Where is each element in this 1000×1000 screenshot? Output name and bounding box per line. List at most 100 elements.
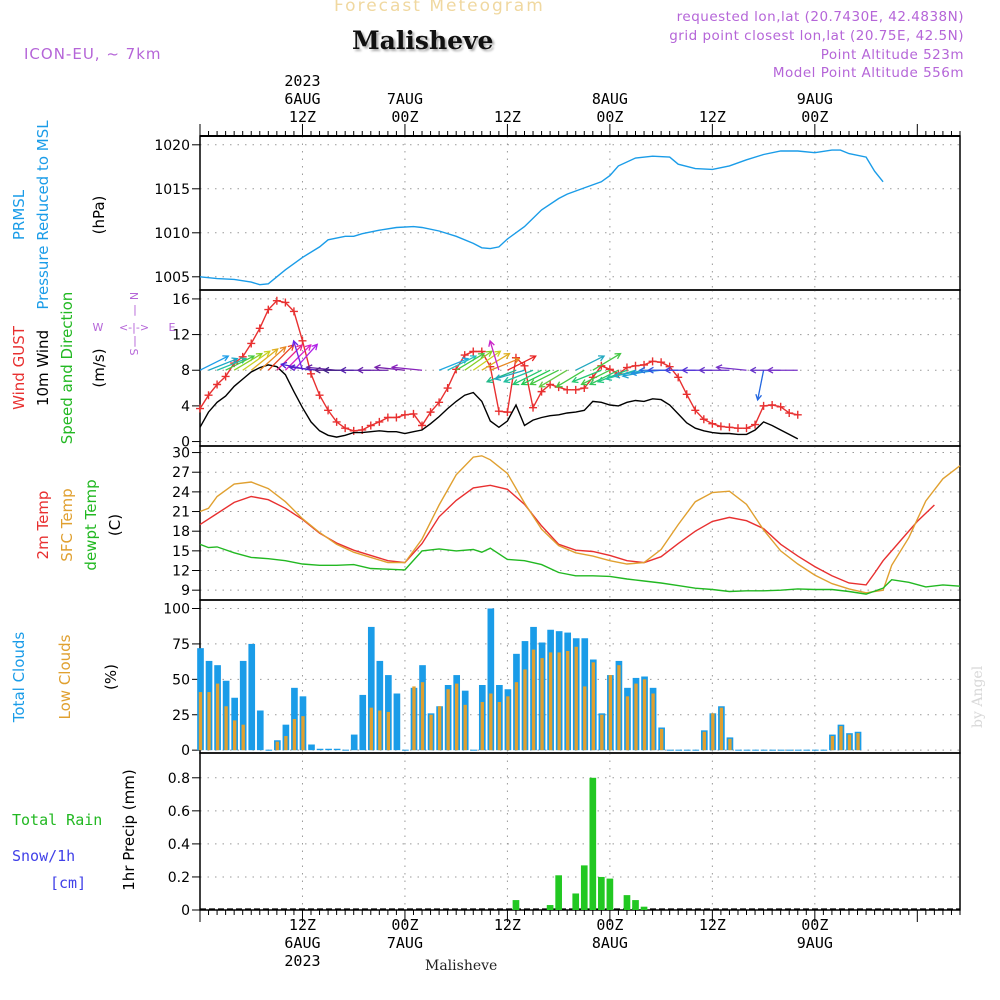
gust-marker bbox=[708, 419, 717, 428]
wind-arrow-head bbox=[571, 376, 579, 384]
wind-arrow-head bbox=[588, 379, 597, 386]
series-line bbox=[199, 455, 961, 594]
cloud-bar-low bbox=[600, 714, 604, 751]
gust-marker bbox=[324, 406, 333, 415]
model-altitude: Model Point Altitude 556m bbox=[772, 65, 964, 81]
precip-bar bbox=[606, 878, 614, 910]
time-label-top: 00Z bbox=[391, 108, 418, 126]
cloud-bar-low bbox=[557, 652, 561, 751]
footer-station-name: Malisheve bbox=[425, 958, 498, 974]
gust-marker bbox=[716, 422, 725, 431]
wind-arrow-head bbox=[222, 355, 230, 362]
pressure-axis-label: Pressure Reduced to MSL bbox=[34, 120, 52, 310]
cloud-bar-low bbox=[207, 692, 211, 751]
gust-marker bbox=[341, 424, 350, 433]
wind-arrow bbox=[755, 370, 765, 402]
temp-axis-label: dewpt Temp bbox=[82, 479, 100, 570]
wind-arrow-shaft bbox=[374, 366, 406, 371]
wind-arrow-shaft bbox=[530, 369, 559, 385]
wind-arrow bbox=[592, 352, 622, 371]
wind-arrow-shaft bbox=[575, 355, 605, 371]
wind-arrow bbox=[493, 369, 525, 381]
wind-arrow-shaft bbox=[242, 350, 271, 371]
wind-arrow-head bbox=[613, 371, 621, 379]
wind-arrow-head bbox=[287, 343, 295, 351]
cloud-bar-total bbox=[248, 643, 256, 751]
cloud-bar-low bbox=[284, 736, 288, 751]
wind-arrow-head bbox=[580, 379, 588, 386]
wind-arrow bbox=[259, 346, 287, 371]
wind-arrow-head bbox=[512, 379, 520, 386]
y-tick-label: 12 bbox=[172, 564, 190, 580]
cloud-bar-low bbox=[480, 702, 484, 751]
precip-bar bbox=[555, 875, 562, 910]
precip-bar bbox=[546, 905, 554, 910]
panel-frame bbox=[199, 599, 961, 754]
cloud-bar-low bbox=[574, 646, 578, 751]
wind-axis-label: Wind GUST bbox=[10, 325, 28, 410]
gust-marker bbox=[204, 391, 213, 400]
wind-arrow-shaft bbox=[233, 353, 263, 371]
gust-marker bbox=[272, 296, 281, 305]
y-tick-label: 18 bbox=[172, 524, 190, 540]
wind-arrow bbox=[613, 369, 645, 379]
cloud-bar-low bbox=[719, 707, 724, 751]
wind-arrow bbox=[250, 348, 279, 371]
y-tick-label: 0.2 bbox=[168, 870, 190, 886]
wind-arrow-head bbox=[598, 355, 606, 362]
cloud-bar-total bbox=[350, 734, 358, 751]
wind-arrow-shaft bbox=[507, 355, 537, 371]
precip-axis-label: 1hr Precip (mm) bbox=[120, 769, 138, 890]
y-tick-label: 8 bbox=[181, 363, 190, 379]
wind-arrow-head bbox=[502, 376, 511, 384]
y-tick-label: 0 bbox=[181, 903, 190, 919]
gust-marker bbox=[768, 400, 777, 409]
y-tick-label: 21 bbox=[172, 505, 190, 521]
cloud-bar-total bbox=[316, 748, 324, 751]
time-label-bottom: 12Z bbox=[699, 916, 726, 934]
wind-arrow-head bbox=[279, 346, 287, 353]
gust-marker bbox=[793, 410, 802, 419]
y-tick-label: 1015 bbox=[154, 182, 190, 198]
wind-arrow-shaft bbox=[556, 369, 585, 388]
y-tick-label: 12 bbox=[172, 328, 190, 344]
gust-marker bbox=[298, 336, 307, 345]
wind-arrow bbox=[555, 369, 585, 388]
wind-arrow-head bbox=[291, 339, 299, 347]
wind-axis-label: 10m Wind bbox=[34, 330, 52, 406]
gust-marker bbox=[674, 373, 683, 382]
gust-marker bbox=[503, 408, 512, 417]
y-tick-label: 25 bbox=[172, 708, 190, 724]
station-name: Malisheve bbox=[352, 26, 494, 55]
cloud-bar-low bbox=[617, 665, 621, 751]
y-tick-label: 1005 bbox=[154, 270, 190, 286]
wind-arrow bbox=[520, 369, 551, 386]
cloud-bar-total bbox=[487, 608, 495, 751]
cloud-bar-low bbox=[412, 686, 416, 751]
precip-bar bbox=[589, 777, 597, 910]
wind-arrow-shaft bbox=[486, 369, 517, 383]
y-tick-label: 1010 bbox=[154, 226, 190, 242]
panel-temp: 9 12 15 18 21 24 27 30 bbox=[172, 445, 961, 601]
y-tick-label: 75 bbox=[172, 637, 190, 653]
cloud-bar-low bbox=[463, 704, 467, 751]
wind-arrow bbox=[588, 369, 619, 386]
cloud-bar-low bbox=[232, 720, 237, 751]
wind-arrow-shaft bbox=[521, 369, 551, 385]
time-label-top: 2023 bbox=[284, 72, 320, 90]
cloud-bar-low bbox=[275, 741, 280, 751]
wind-arrow-head bbox=[263, 350, 271, 357]
wind-arrow-shaft bbox=[293, 343, 318, 371]
gust-marker bbox=[725, 423, 734, 432]
gust-marker bbox=[332, 417, 341, 426]
gust-marker bbox=[494, 407, 503, 416]
time-label-bottom: 8AUG bbox=[592, 934, 628, 952]
y-tick-label: 50 bbox=[172, 672, 190, 688]
wind-arrow bbox=[580, 369, 611, 386]
panel-frame bbox=[199, 135, 961, 291]
wind-axis-label: Speed and Direction bbox=[58, 292, 76, 445]
wind-arrow-head bbox=[698, 366, 706, 374]
series-line bbox=[199, 543, 961, 595]
gust-marker bbox=[529, 403, 538, 412]
